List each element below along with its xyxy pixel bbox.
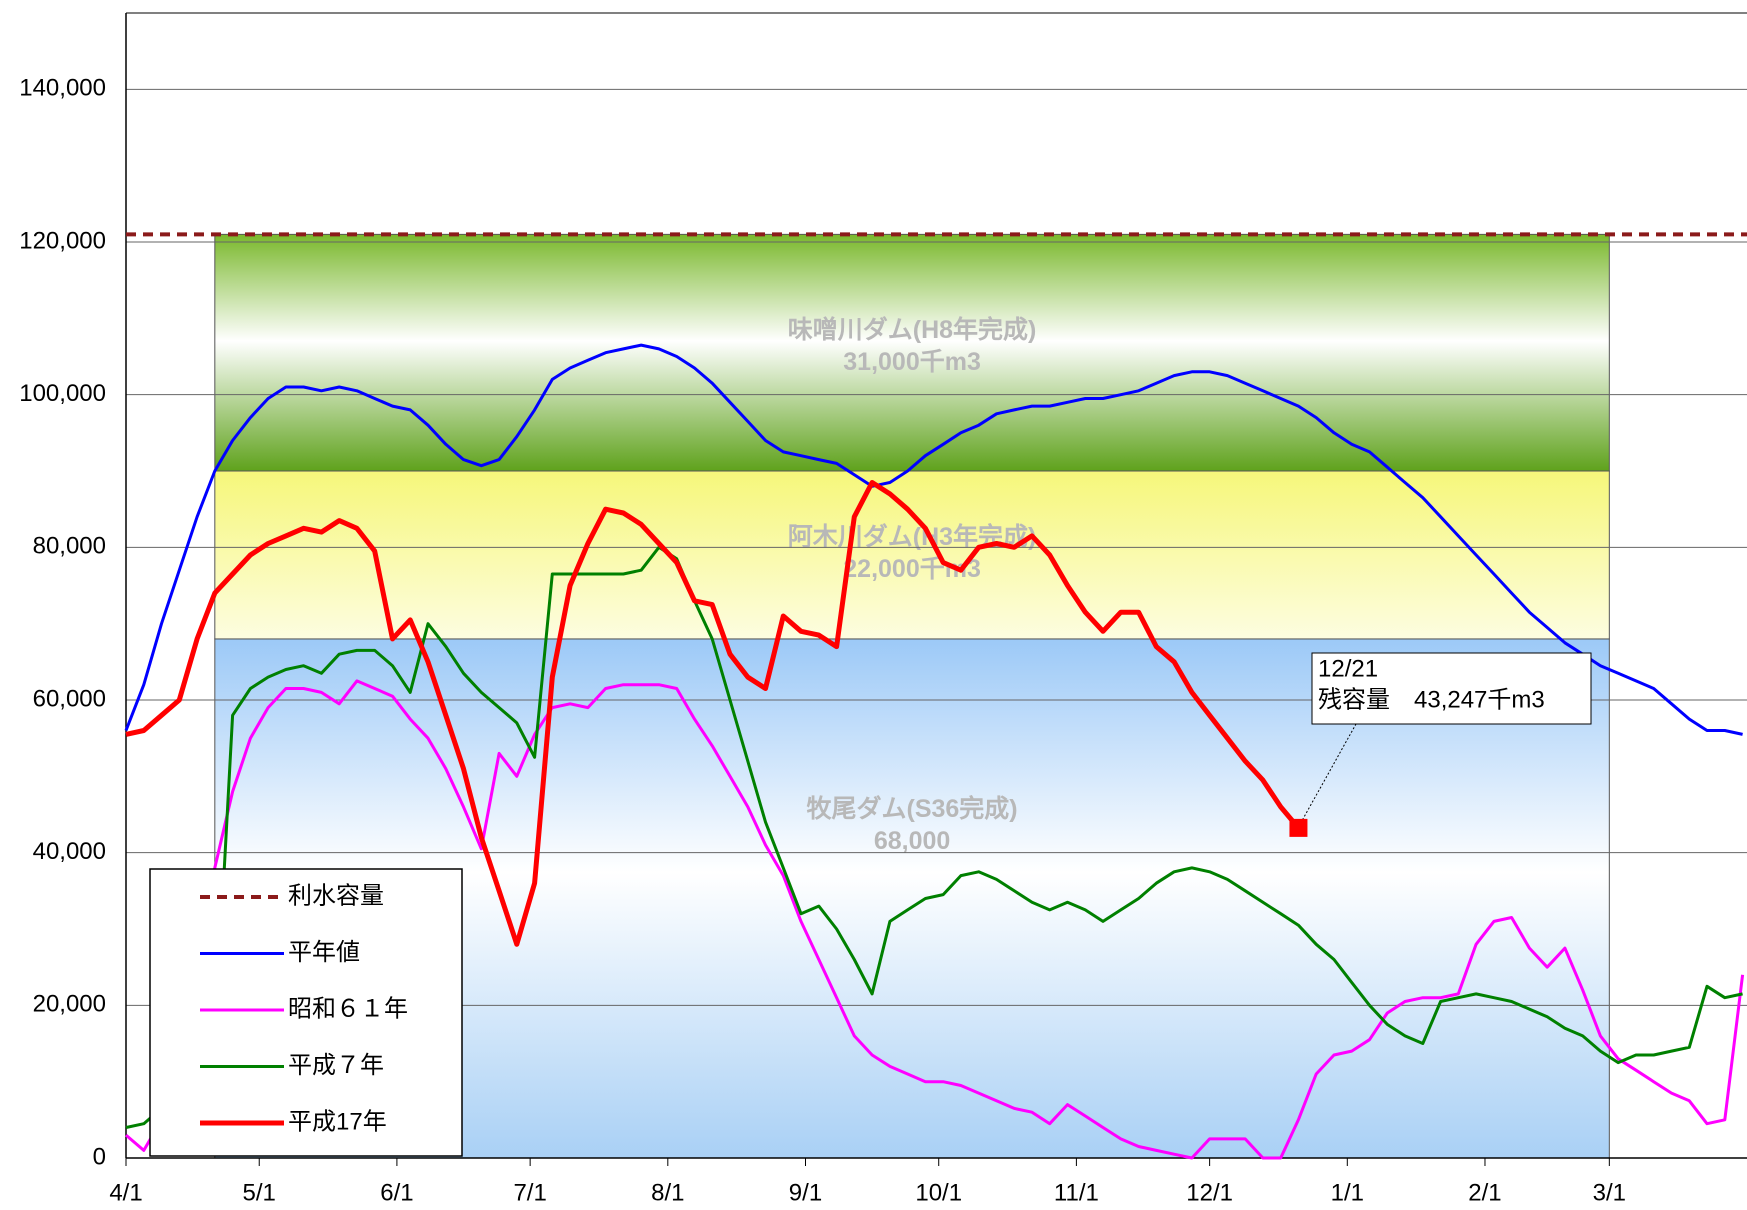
x-tick-label: 3/1: [1593, 1179, 1626, 1206]
annotation-marker: [1289, 818, 1308, 837]
band-label: 牧尾ダム(S36完成): [807, 794, 1018, 823]
y-tick-label: 40,000: [33, 838, 106, 865]
legend-label: 平成７年: [288, 1052, 384, 1079]
x-tick-label: 11/1: [1054, 1179, 1099, 1206]
legend-label: 平成17年: [288, 1108, 387, 1135]
lines: [124, 232, 1747, 1160]
x-tick-label: 4/1: [109, 1179, 142, 1206]
legend-label: 平年値: [288, 939, 360, 966]
series-line: [125, 679, 1745, 1160]
y-tick-label: 120,000: [19, 227, 106, 254]
x-tick-label: 10/1: [915, 1179, 962, 1206]
band-sublabel: 68,000: [874, 827, 950, 855]
x-tick-label: 6/1: [380, 1179, 413, 1206]
y-tick-label: 140,000: [19, 75, 106, 102]
grid: 0 20,000 40,000 60,000 80,000 100,000 120,000 1…: [19, 12, 1747, 1206]
annotation-text: 残容量 43,247千m3: [1318, 686, 1545, 713]
series-line: [124, 343, 1743, 736]
annotation-box: [1311, 652, 1592, 725]
y-tick-label: 80,000: [33, 533, 106, 560]
y-tick-label: 100,000: [19, 380, 106, 407]
dam-band: [214, 470, 1610, 640]
x-tick-label: 7/1: [513, 1179, 546, 1206]
x-tick-label: 2/1: [1468, 1179, 1501, 1206]
series-line: [125, 480, 1301, 947]
annotation-text: 12/21: [1318, 655, 1378, 682]
annotation: 12/21 残容量 43,247千m3: [1289, 652, 1592, 837]
x-tick-label: 8/1: [651, 1179, 684, 1206]
x-tick-label: 12/1: [1186, 1179, 1233, 1206]
series-line: [125, 545, 1743, 1129]
y-tick-label: 0: [93, 1143, 106, 1170]
x-tick-label: 5/1: [243, 1179, 276, 1206]
legend-label: 利水容量: [288, 882, 384, 909]
x-tick-label: 9/1: [789, 1179, 822, 1206]
band-sublabel: 31,000千m3: [843, 348, 981, 376]
band-label: 味噌川ダム(H8年完成): [788, 315, 1037, 344]
y-tick-label: 20,000: [33, 991, 106, 1018]
legend-label: 昭和６１年: [288, 995, 408, 1022]
y-tick-label: 60,000: [33, 685, 106, 712]
x-tick-label: 1/1: [1331, 1179, 1364, 1206]
legend-box: [149, 868, 463, 1157]
bands: 牧尾ダム(S36完成)68,000阿木川ダム(H3年完成)22,000千m3味噌…: [214, 233, 1610, 1159]
